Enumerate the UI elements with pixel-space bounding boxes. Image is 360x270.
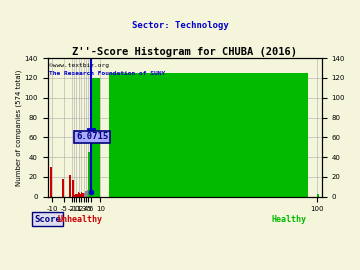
Text: Score: Score (34, 215, 61, 224)
Bar (89, 152, 91, 197)
Bar (72, 180, 74, 197)
Title: Z''-Score Histogram for CHUBA (2016): Z''-Score Histogram for CHUBA (2016) (72, 48, 297, 58)
Bar (62, 179, 64, 197)
Text: ©www.textbiz.org: ©www.textbiz.org (49, 63, 109, 68)
Bar (86, 191, 87, 197)
Bar (50, 167, 52, 197)
Bar (82, 193, 84, 197)
Bar (109, 73, 308, 197)
Bar (91, 78, 100, 197)
Bar (85, 191, 86, 197)
Text: Healthy: Healthy (271, 215, 306, 224)
Bar (79, 193, 80, 197)
Bar (317, 194, 319, 197)
Bar (75, 194, 76, 197)
Bar (78, 192, 79, 197)
Bar (81, 192, 82, 197)
Bar (84, 193, 85, 197)
Text: Unhealthy: Unhealthy (58, 215, 103, 224)
Text: Sector: Technology: Sector: Technology (132, 21, 228, 30)
Y-axis label: Number of companies (574 total): Number of companies (574 total) (15, 69, 22, 186)
Bar (74, 195, 75, 197)
Bar (80, 194, 81, 197)
Text: The Research Foundation of SUNY: The Research Foundation of SUNY (49, 71, 165, 76)
Text: 6.0715: 6.0715 (76, 132, 108, 141)
Bar (87, 190, 88, 197)
Bar (69, 175, 72, 197)
Bar (76, 194, 77, 197)
